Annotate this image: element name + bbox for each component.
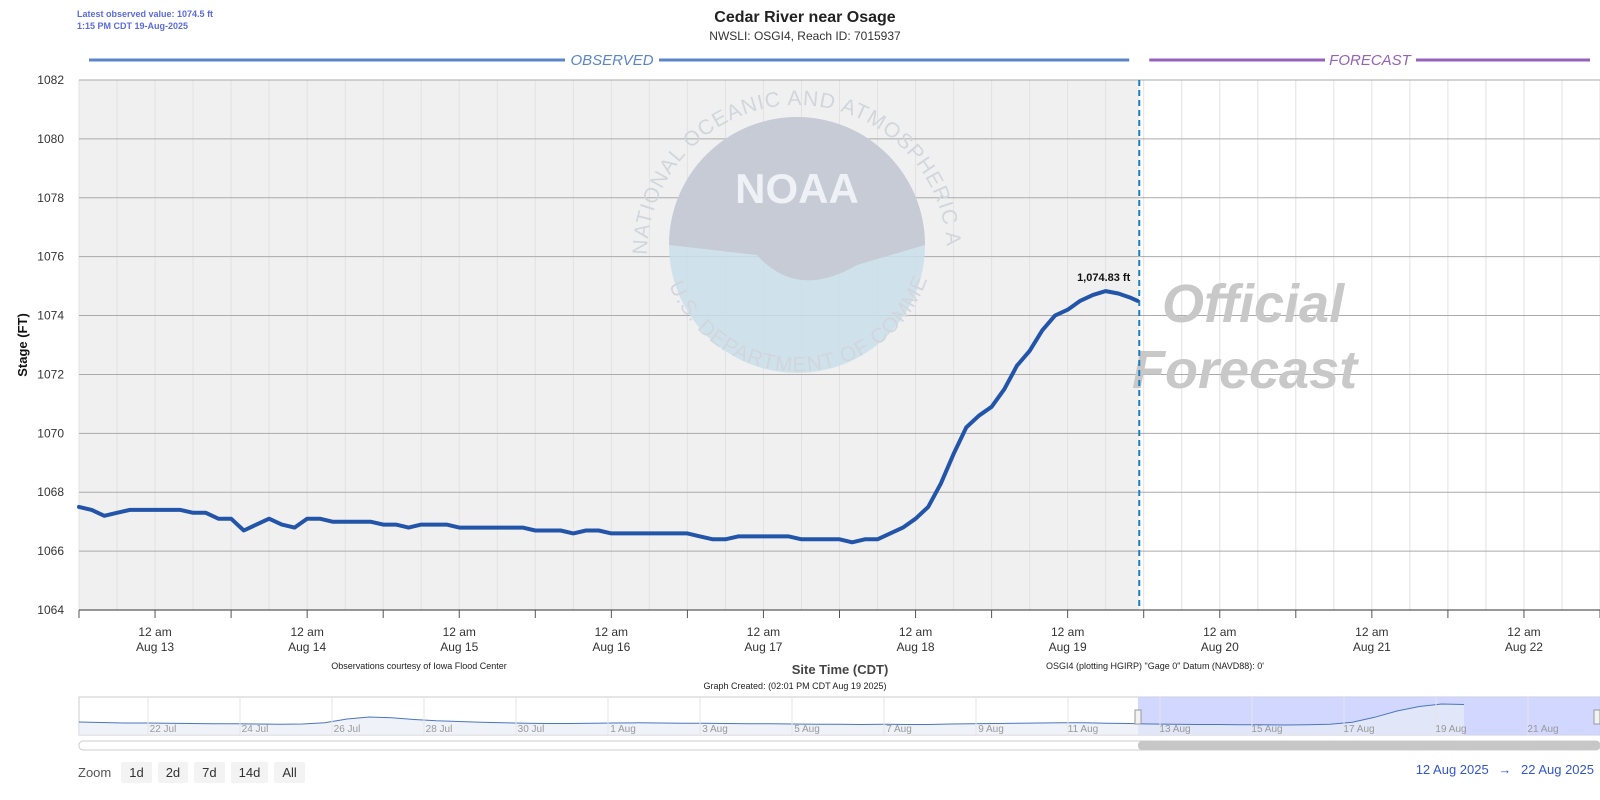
navigator-line	[78, 703, 1465, 726]
latest-observed-time: 1:15 PM CDT 19-Aug-2025	[77, 21, 189, 31]
observed-stage-line	[77, 289, 1140, 545]
navigator-right-handle	[1593, 709, 1600, 725]
navigator-date-label: 13 Aug	[1159, 724, 1190, 735]
x-tick-time: 12 am	[138, 625, 171, 639]
x-tick-date: Aug 16	[592, 640, 630, 654]
scrollbar-thumb	[1138, 741, 1600, 750]
zoom-toolbar: Zoom 1d 2d 7d 14d All	[78, 762, 305, 783]
chart-title: Cedar River near Osage	[714, 9, 896, 26]
x-tick-date: Aug 20	[1201, 640, 1239, 654]
y-tick-label: 1066	[37, 544, 64, 558]
navigator-date-label: 7 Aug	[886, 724, 912, 735]
observed-background	[79, 80, 1140, 610]
graph-created-note: Graph Created: (02:01 PM CDT Aug 19 2025…	[704, 681, 887, 691]
navigator-date-label: 1 Aug	[610, 724, 636, 735]
chart-subtitle: NWSLI: OSGI4, Reach ID: 7015937	[709, 29, 901, 43]
navigator-date-label: 22 Jul	[150, 724, 177, 735]
x-tick-time: 12 am	[1355, 625, 1388, 639]
navigator-area	[79, 704, 1464, 735]
footnote-datum: OSGI4 (plotting HGIRP) "Gage 0" Datum (N…	[1046, 661, 1264, 671]
y-tick-label: 1080	[37, 132, 64, 146]
noaa-logo-text: NOAA	[735, 165, 859, 212]
range-arrow: →	[1498, 762, 1512, 777]
zoom-2d-button[interactable]: 2d	[157, 762, 189, 783]
footnote-observations: Observations courtesy of Iowa Flood Cent…	[331, 661, 507, 671]
navigator-date-label: 28 Jul	[426, 724, 453, 735]
range-to[interactable]: 22 Aug 2025	[1520, 762, 1594, 777]
x-tick-time: 12 am	[1203, 625, 1236, 639]
x-tick-time: 12 am	[290, 625, 323, 639]
navigator-left-handle	[1134, 709, 1142, 725]
zoom-label: Zoom	[78, 765, 112, 780]
y-tick-label: 1082	[37, 73, 64, 87]
navigator-date-label: 3 Aug	[702, 724, 728, 735]
observed-band-label: OBSERVED	[570, 52, 653, 69]
latest-observed-value: Latest observed value: 1074.5 ft	[77, 9, 214, 19]
navigator-date-label: 11 Aug	[1068, 724, 1098, 735]
navigator-date-label: 30 Jul	[518, 724, 545, 735]
y-axis-title: Stage (FT)	[15, 313, 30, 377]
navigator-date-label: 24 Jul	[242, 724, 269, 735]
y-tick-label: 1068	[37, 485, 64, 499]
navigator-date-label: 9 Aug	[978, 724, 1004, 735]
noaa-logo-bird	[669, 117, 925, 281]
navigator-date-label: 5 Aug	[794, 724, 820, 735]
date-range-display: 12 Aug 2025 → 22 Aug 2025	[1413, 762, 1597, 777]
official-watermark-line2: Forecast	[1132, 340, 1359, 400]
x-tick-date: Aug 19	[1049, 640, 1087, 654]
x-tick-time: 12 am	[747, 625, 780, 639]
x-tick-date: Aug 14	[288, 640, 326, 654]
navigator-date-label: 19 Aug	[1435, 724, 1466, 735]
zoom-14d-button[interactable]: 14d	[230, 762, 269, 783]
x-tick-date: Aug 17	[744, 640, 782, 654]
x-tick-date: Aug 18	[897, 640, 935, 654]
official-watermark-line1: Official	[1162, 274, 1345, 334]
x-tick-date: Aug 21	[1353, 640, 1391, 654]
y-tick-label: 1072	[37, 367, 64, 381]
y-tick-label: 1078	[37, 191, 64, 205]
forecast-band-label: FORECAST	[1329, 52, 1413, 69]
y-tick-label: 1076	[37, 250, 64, 264]
navigator-date-label: 17 Aug	[1343, 724, 1374, 735]
y-tick-label: 1074	[37, 309, 64, 323]
x-tick-time: 12 am	[443, 625, 476, 639]
navigator-date-label: 15 Aug	[1251, 724, 1282, 735]
range-from[interactable]: 12 Aug 2025	[1415, 762, 1489, 777]
zoom-all-button[interactable]: All	[274, 762, 305, 783]
x-tick-time: 12 am	[595, 625, 628, 639]
navigator-date-label: 26 Jul	[334, 724, 361, 735]
x-axis-title: Site Time (CDT)	[792, 662, 889, 677]
zoom-7d-button[interactable]: 7d	[194, 762, 225, 783]
x-tick-date: Aug 15	[440, 640, 478, 654]
y-tick-label: 1070	[37, 426, 64, 440]
navigator-date-label: 21 Aug	[1527, 724, 1558, 735]
x-tick-time: 12 am	[1507, 625, 1540, 639]
zoom-1d-button[interactable]: 1d	[121, 762, 152, 783]
x-tick-time: 12 am	[899, 625, 932, 639]
x-tick-date: Aug 22	[1505, 640, 1543, 654]
peak-annotation-label: 1,074.83 ft	[1077, 272, 1131, 284]
latest-observed-note: Latest observed value: 1074.5 ft 1:15 PM…	[77, 8, 213, 32]
y-tick-label: 1064	[37, 603, 64, 617]
x-tick-time: 12 am	[1051, 625, 1084, 639]
x-tick-date: Aug 13	[136, 640, 174, 654]
